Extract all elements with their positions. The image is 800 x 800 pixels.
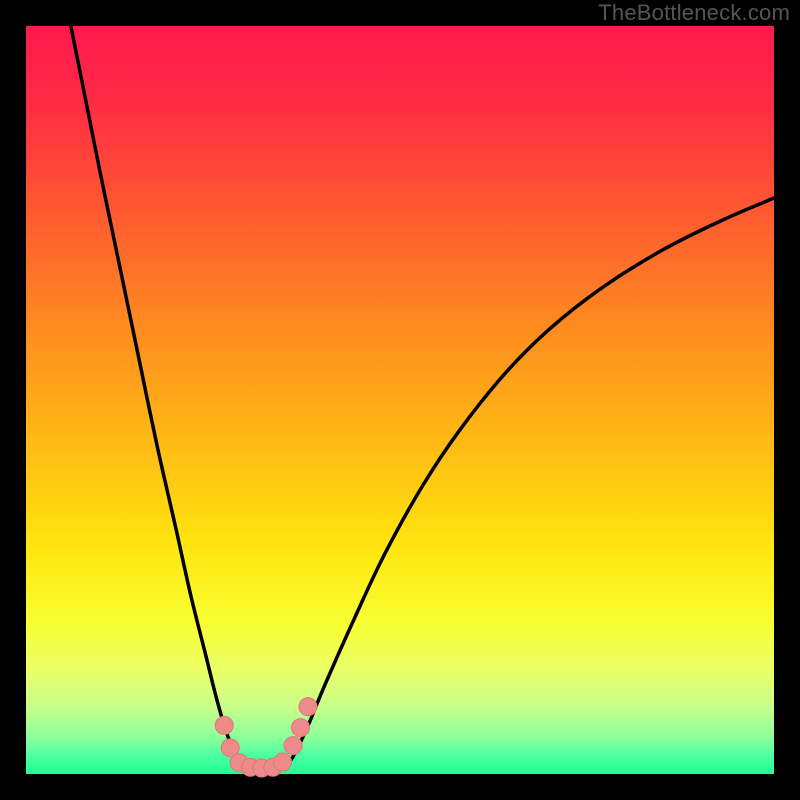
marker-dot xyxy=(292,719,310,737)
plot-area xyxy=(26,26,774,774)
canvas-root: TheBottleneck.com xyxy=(0,0,800,800)
marker-dot xyxy=(284,737,302,755)
plot-svg xyxy=(26,26,774,774)
marker-dot xyxy=(274,753,292,771)
marker-dot xyxy=(299,698,317,716)
watermark-text: TheBottleneck.com xyxy=(598,0,790,26)
bottleneck-curve xyxy=(71,26,774,770)
marker-dot xyxy=(215,716,233,734)
